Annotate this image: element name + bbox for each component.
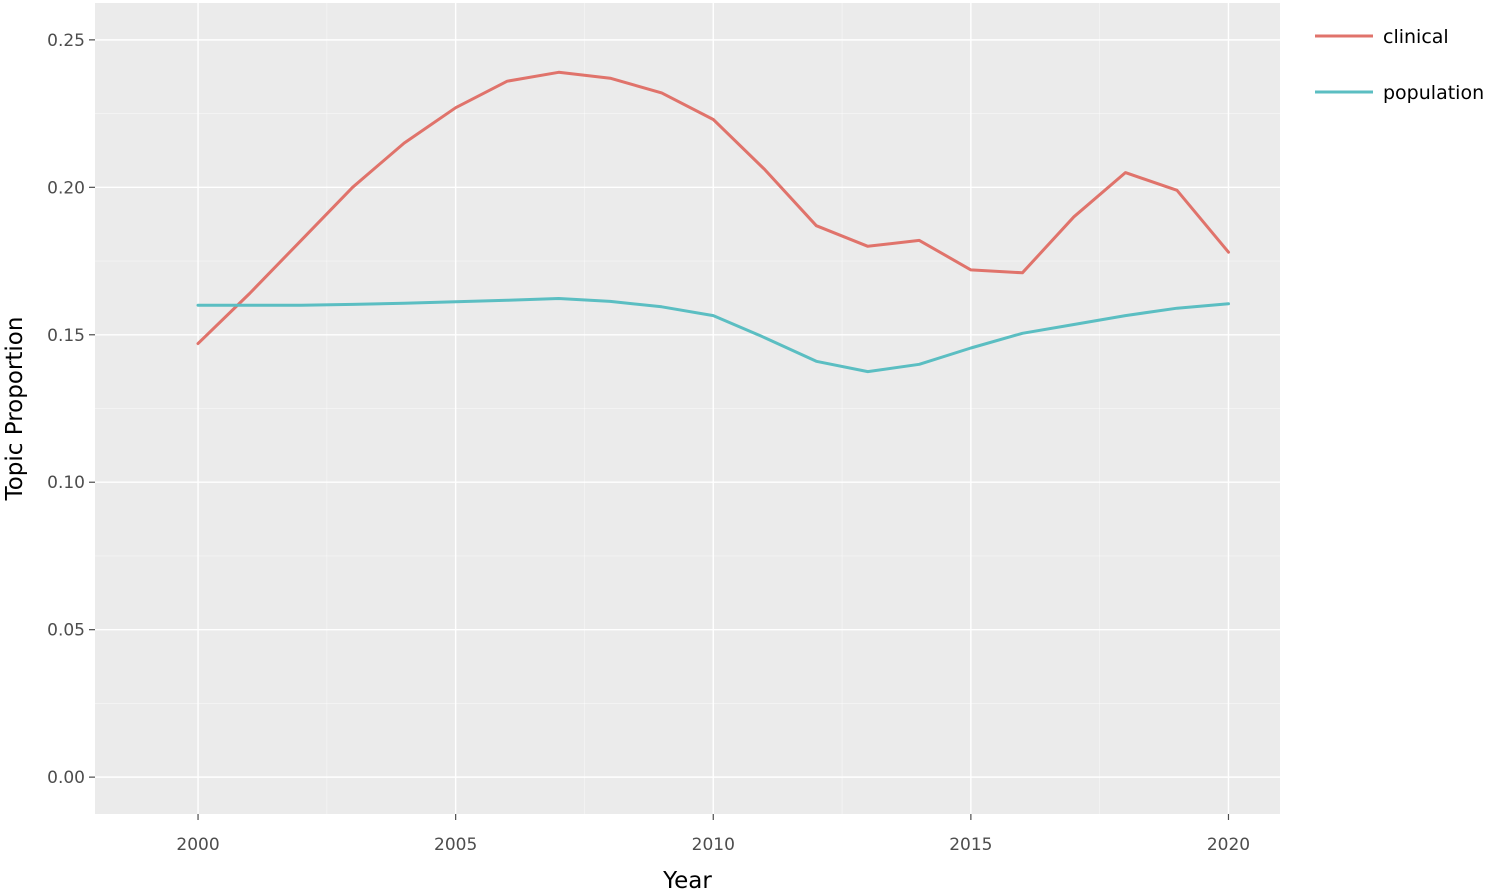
x-axis-title: Year: [662, 868, 712, 894]
x-axis-ticks: 2000 2005 2010 2015 2020: [176, 814, 1250, 855]
x-tick-label: 2005: [434, 835, 477, 855]
y-axis-title: Topic Proportion: [2, 317, 28, 502]
major-gridlines: [95, 3, 1280, 814]
x-tick-label: 2015: [949, 835, 992, 855]
y-tick-label: 0.05: [47, 621, 85, 641]
y-tick-label: 0.15: [47, 326, 85, 346]
y-tick-label: 0.10: [47, 473, 85, 493]
y-tick-label: 0.20: [47, 178, 85, 198]
x-tick-label: 2010: [692, 835, 735, 855]
legend-label-clinical: clinical: [1383, 26, 1449, 48]
x-tick-label: 2020: [1207, 835, 1250, 855]
minor-gridlines: [95, 3, 1280, 814]
y-tick-label: 0.25: [47, 31, 85, 51]
series-lines: [196, 70, 1230, 374]
y-axis-ticks: 0.00 0.05 0.10 0.15 0.20 0.25: [47, 31, 95, 788]
series-line-population: [196, 297, 1230, 374]
legend: clinical population: [1315, 26, 1484, 104]
x-tick-label: 2000: [176, 835, 219, 855]
y-tick-label: 0.00: [47, 768, 85, 788]
legend-label-population: population: [1383, 82, 1484, 104]
series-line-clinical: [196, 70, 1230, 346]
